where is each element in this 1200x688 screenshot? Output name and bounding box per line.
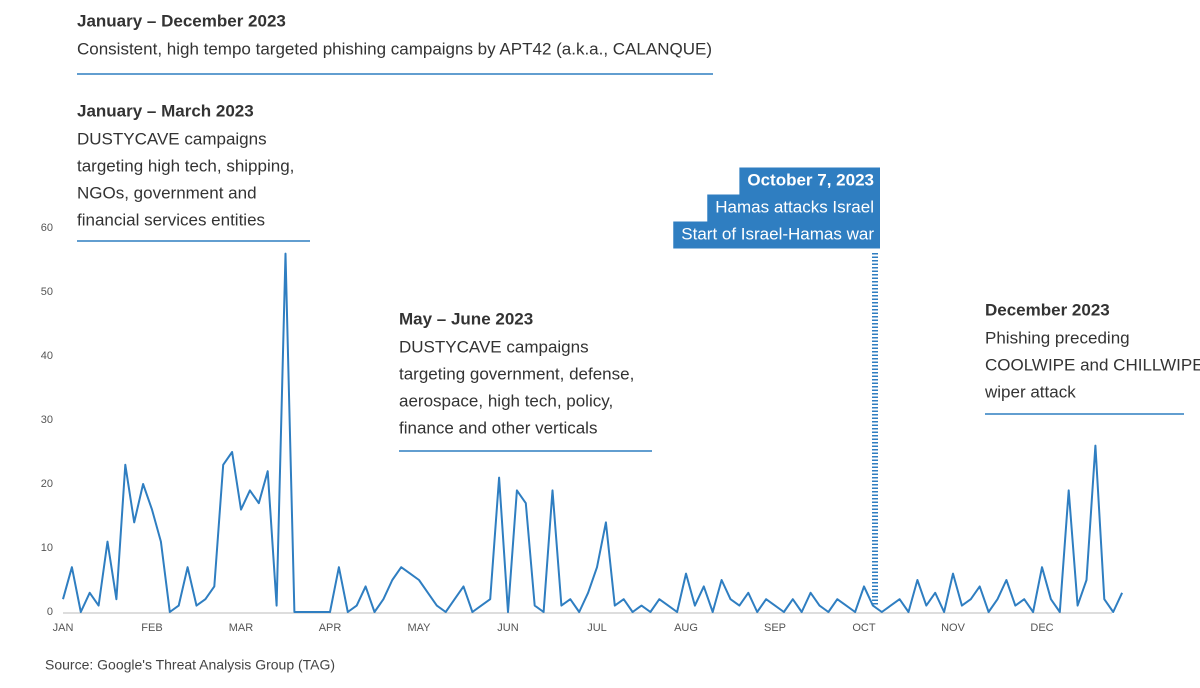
x-tick-label: DEC [1030,622,1053,634]
annotation-text: Consistent, high tempo targeted phishing… [77,39,712,58]
annotation-text: DUSTYCAVE campaigns [399,337,589,356]
annotation-text: aerospace, high tech, policy, [399,391,613,410]
x-tick-label: SEP [764,622,786,634]
x-tick-label: MAY [407,622,431,634]
annotation-box [707,194,880,222]
y-tick-label: 10 [41,542,53,554]
annotation-text: financial services entities [77,210,265,229]
x-tick-label: OCT [852,622,876,634]
annotation-box [739,167,880,195]
annotation-title: January – December 2023 [77,11,286,30]
annotation-text: COOLWIPE and CHILLWIPE [985,355,1200,374]
x-tick-label: NOV [941,622,966,634]
annotation-text: DUSTYCAVE campaigns [77,129,267,148]
x-tick-label: APR [319,622,342,634]
x-tick-label: JAN [53,622,74,634]
annotation-text: Hamas attacks Israel [715,197,874,216]
y-tick-label: 30 [41,414,53,426]
annotation-text: Phishing preceding [985,328,1130,347]
x-tick-label: JUN [497,622,518,634]
x-tick-label: AUG [674,622,698,634]
x-tick-label: JUL [587,622,607,634]
annotation-box [673,221,880,249]
x-tick-label: MAR [229,622,254,634]
annotation-text: wiper attack [984,382,1076,401]
annotation-text: targeting high tech, shipping, [77,156,294,175]
annotation-title: May – June 2023 [399,309,533,328]
y-tick-label: 0 [47,606,53,618]
x-tick-label: FEB [141,622,162,634]
annotation-text: targeting government, defense, [399,364,634,383]
annotation-text: Start of Israel-Hamas war [681,224,874,243]
y-tick-label: 20 [41,478,53,490]
annotation-text: NGOs, government and [77,183,257,202]
annotation-text: finance and other verticals [399,418,597,437]
annotation-title: October 7, 2023 [747,170,874,189]
annotation-title: December 2023 [985,300,1110,319]
y-tick-label: 40 [41,350,53,362]
data-line [62,252,1124,613]
y-tick-label: 60 [41,222,53,234]
y-tick-label: 50 [41,286,53,298]
annotation-title: January – March 2023 [77,101,254,120]
source: Source: Google's Threat Analysis Group (… [45,657,335,673]
